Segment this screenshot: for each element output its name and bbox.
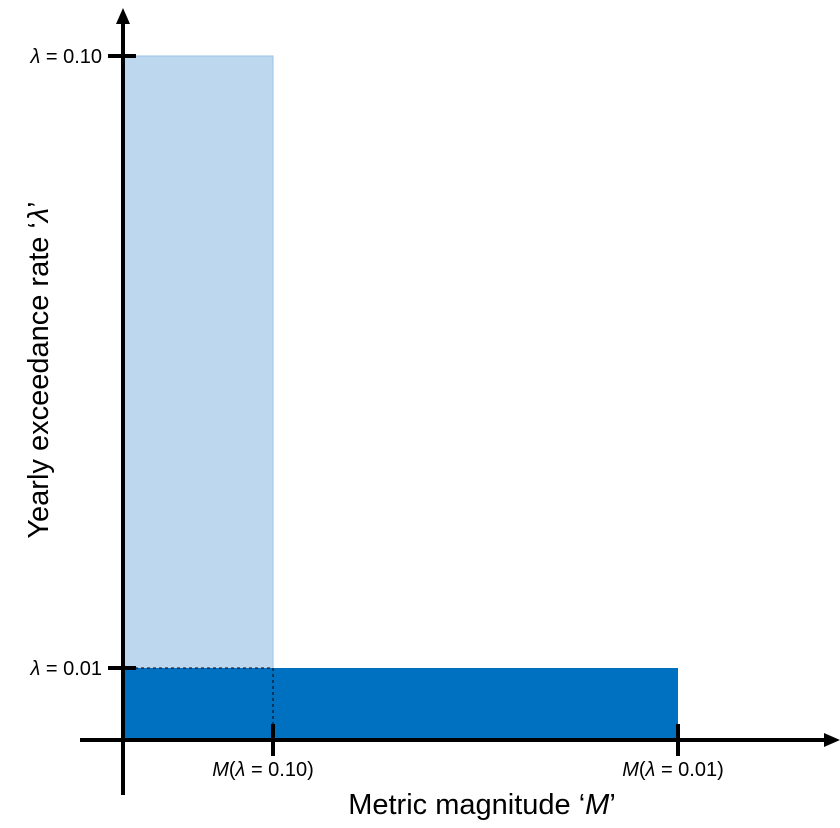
y-tick-label-0.01: λ = 0.01 [29,658,102,680]
x-tick-label-0.10: M(λ = 0.10) [212,759,314,781]
y-tick-label-0.10: λ = 0.10 [29,46,102,68]
rate-0.10-rectangle [122,55,274,741]
x-axis-title: Metric magnitude ‘M’ [348,789,616,821]
y-axis-title: Yearly exceedance rate ‘λ’ [23,201,55,538]
rate-0.01-rectangle [123,668,678,740]
x-tick-label-0.01: M(λ = 0.01) [622,759,724,781]
x-axis-arrow-icon [824,733,840,747]
y-axis-arrow-icon [116,8,130,24]
